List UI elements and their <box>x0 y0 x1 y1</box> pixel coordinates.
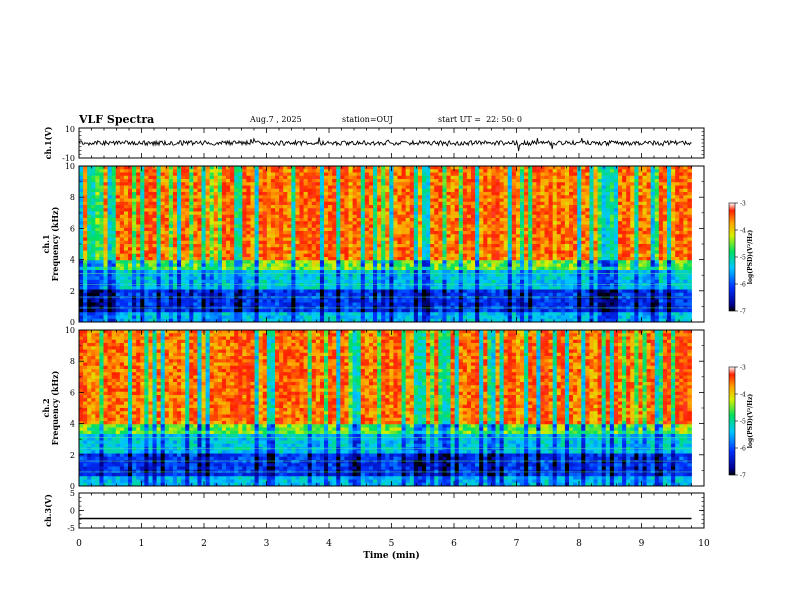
x-tick-label: 6 <box>451 539 457 549</box>
colorbar-tick-label: -5 <box>740 255 746 262</box>
y-tick-label: 2 <box>70 451 75 460</box>
colorbar-tick-label: -7 <box>740 309 746 316</box>
waveform-line <box>78 137 692 152</box>
colorbar-tick-label: -7 <box>740 473 746 480</box>
colorbar-tick-label: -4 <box>740 392 746 399</box>
colorbar-tick-label: -4 <box>740 228 746 235</box>
y-tick-label: 0 <box>70 482 75 491</box>
colorbar <box>728 202 736 312</box>
colorbar-tick-label: -5 <box>740 419 746 426</box>
y-tick-label: 5 <box>70 489 75 498</box>
x-axis-label: Time (min) <box>363 550 420 561</box>
y-tick-label: 10 <box>65 162 75 171</box>
colorbar-label: log(PSD)(V²/Hz) <box>747 394 754 449</box>
start-time-label: start UT = 22: 50: 0 <box>438 115 523 124</box>
colorbar-tick-label: -6 <box>740 282 746 289</box>
x-tick-label: 10 <box>698 539 710 549</box>
colorbar-tick-label: -3 <box>740 201 746 208</box>
y-axis-label: ch.3(V) <box>43 494 53 527</box>
y-tick-label: 8 <box>70 193 75 202</box>
y-tick-label: 2 <box>70 287 75 296</box>
colorbar-tick-label: -6 <box>740 446 746 453</box>
colorbar <box>728 366 736 476</box>
x-tick-label: 5 <box>389 539 395 549</box>
x-tick-label: 1 <box>139 539 145 549</box>
y-tick-label: 6 <box>70 224 75 233</box>
spectrogram-image <box>79 166 692 323</box>
y-axis-label: ch.1(V) <box>43 126 53 159</box>
x-tick-label: 3 <box>264 539 270 549</box>
y-tick-label: -5 <box>67 524 75 533</box>
y-tick-label: 8 <box>70 357 75 366</box>
spectrogram-image <box>79 330 692 487</box>
date-label: Aug.7 , 2025 <box>250 115 302 124</box>
x-tick-label: 0 <box>76 539 82 549</box>
y-axis-label-channel: ch.1 <box>41 234 51 253</box>
y-tick-label: 10 <box>65 326 75 335</box>
colorbar-label: log(PSD)(V²/Hz) <box>747 230 754 285</box>
y-axis-label-channel: ch.2 <box>41 398 51 417</box>
y-tick-label: -10 <box>62 154 75 163</box>
x-tick-label: 8 <box>576 539 582 549</box>
figure-title: VLF Spectra <box>79 113 155 126</box>
y-tick-label: 6 <box>70 388 75 397</box>
x-tick-label: 4 <box>326 539 332 549</box>
y-tick-label: 4 <box>70 420 75 429</box>
x-tick-label: 9 <box>639 539 645 549</box>
station-label: station=OUJ <box>342 115 393 124</box>
y-axis-label-frequency: Frequency (kHz) <box>50 206 60 281</box>
y-tick-label: 4 <box>70 256 75 265</box>
y-tick-label: 10 <box>65 125 75 134</box>
y-tick-label: 0 <box>70 318 75 327</box>
colorbar-tick-label: -3 <box>740 365 746 372</box>
ch3-waveform-frame <box>78 492 705 529</box>
y-tick-label: 0 <box>70 507 75 516</box>
y-axis-label-frequency: Frequency (kHz) <box>50 370 60 445</box>
x-tick-label: 7 <box>514 539 520 549</box>
x-tick-label: 2 <box>201 539 207 549</box>
